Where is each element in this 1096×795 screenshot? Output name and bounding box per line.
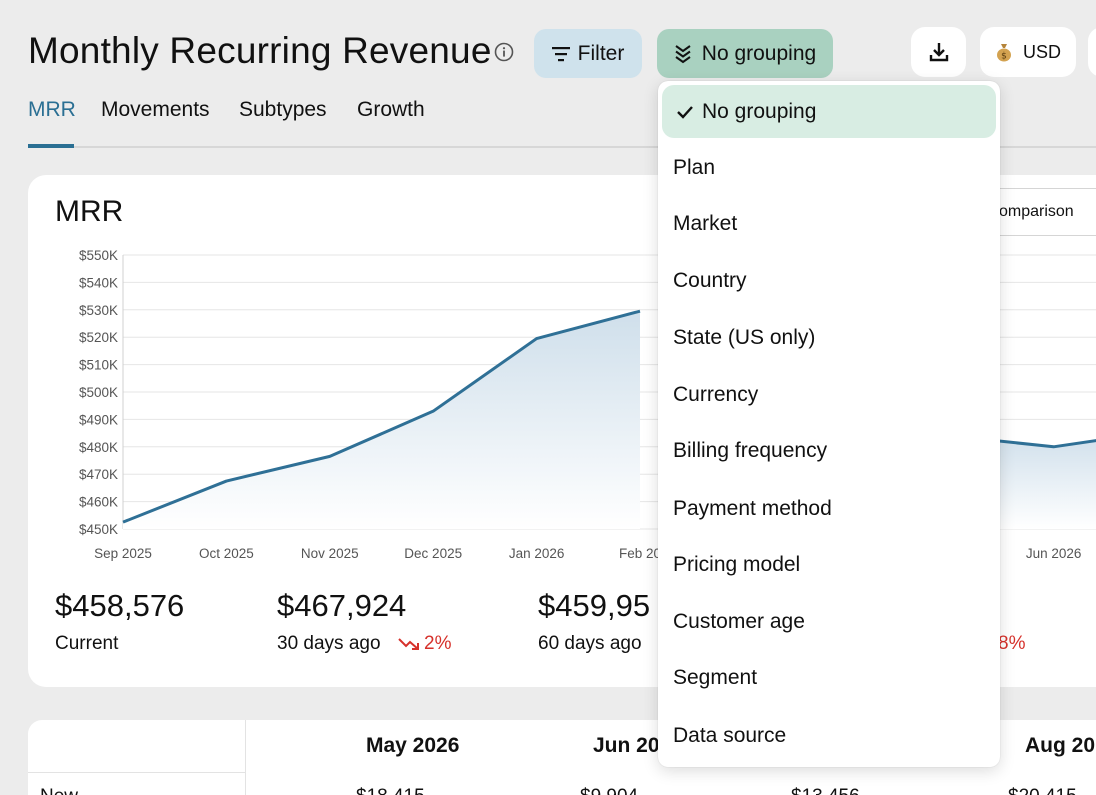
info-icon[interactable]	[494, 42, 514, 62]
grouping-chevrons-icon	[675, 44, 691, 63]
stat-60d-value: $459,95	[538, 588, 651, 623]
dropdown-item-selected[interactable]: No grouping	[662, 85, 996, 138]
table-divider	[28, 772, 246, 773]
dropdown-item-state[interactable]: State (US only)	[673, 326, 816, 349]
dropdown-item-label: No grouping	[702, 99, 817, 123]
dropdown-item-market[interactable]: Market	[673, 212, 738, 235]
y-tick-label: $490K	[79, 412, 118, 427]
dropdown-item-billing-frequency[interactable]: Billing frequency	[673, 439, 828, 462]
active-tab-indicator	[28, 144, 74, 148]
x-tick-label: Sep 2025	[94, 546, 152, 561]
svg-text:$: $	[1001, 52, 1007, 62]
tab-growth[interactable]: Growth	[357, 98, 425, 121]
more-button[interactable]	[1088, 27, 1096, 77]
grouping-label: No grouping	[701, 41, 817, 65]
dropdown-item-segment[interactable]: Segment	[673, 666, 758, 689]
stat-current-value: $458,576	[55, 588, 185, 623]
filter-lines-icon	[551, 46, 570, 61]
stat-60d-label: 60 days ago	[538, 633, 642, 654]
stat-30d-change: 2%	[398, 633, 451, 655]
comparison-label: omparison	[999, 203, 1074, 220]
x-tick-label: Oct 2025	[199, 546, 254, 561]
table-col-jun-2026: Jun 20	[593, 734, 660, 757]
page-title: Monthly Recurring Revenue	[28, 30, 492, 71]
table-row-header-column	[28, 720, 246, 795]
grouping-dropdown-menu: No grouping Plan Market Country State (U…	[658, 81, 1000, 767]
dropdown-item-pricing-model[interactable]: Pricing model	[673, 553, 801, 576]
y-tick-label: $510K	[79, 358, 118, 373]
stat-current-label: Current	[55, 633, 119, 654]
money-bag-icon: $	[996, 44, 1011, 62]
table-row-label: New	[40, 786, 78, 795]
download-icon	[929, 43, 948, 62]
stat-30d-label: 30 days ago	[277, 633, 381, 654]
mrr-series-line	[122, 309, 641, 524]
tab-mrr[interactable]: MRR	[28, 98, 76, 121]
filter-button[interactable]: Filter	[534, 29, 642, 78]
grouping-button[interactable]: No grouping	[657, 29, 833, 78]
checkmark-icon	[677, 105, 693, 119]
y-tick-label: $460K	[79, 495, 118, 510]
area-fill	[123, 311, 640, 529]
x-tick-label: Feb 20	[619, 546, 661, 561]
stat-other-change: 8%	[998, 633, 1025, 655]
x-tick-label: Jan 2026	[509, 546, 565, 561]
stat-30d-change-text: 2%	[424, 633, 452, 654]
tab-bar: MRR Movements Subtypes Growth	[28, 92, 1096, 148]
tab-subtypes[interactable]: Subtypes	[239, 98, 327, 121]
y-tick-label: $450K	[79, 522, 118, 537]
dropdown-item-customer-age[interactable]: Customer age	[673, 610, 805, 633]
y-tick-label: $520K	[79, 330, 118, 345]
y-tick-label: $500K	[79, 385, 118, 400]
table-col-aug-2026: Aug 20	[1025, 734, 1096, 757]
y-tick-label: $550K	[79, 248, 118, 263]
x-tick-label: Dec 2025	[404, 546, 462, 561]
x-tick-label: Jun 2026	[1026, 546, 1082, 561]
table-cell: $18,415	[356, 786, 425, 795]
download-button[interactable]	[911, 27, 966, 77]
card-title: MRR	[55, 195, 124, 228]
trend-down-icon	[398, 638, 419, 650]
dropdown-item-data-source[interactable]: Data source	[673, 724, 787, 747]
tab-movements[interactable]: Movements	[101, 98, 210, 121]
stat-other-change-text: 8%	[998, 633, 1026, 654]
dropdown-item-currency[interactable]: Currency	[673, 383, 759, 406]
comparison-select[interactable]: omparison	[986, 188, 1096, 236]
y-tick-label: $530K	[79, 303, 118, 318]
currency-button[interactable]: $ USD	[980, 27, 1076, 77]
table-cell: $13,456	[791, 786, 860, 795]
dropdown-item-plan[interactable]: Plan	[673, 156, 716, 179]
table-cell: $20,415	[1008, 786, 1077, 795]
stat-30d-value: $467,924	[277, 588, 407, 623]
currency-label: USD	[1022, 41, 1061, 62]
filter-label: Filter	[577, 41, 625, 65]
dropdown-item-country[interactable]: Country	[673, 269, 747, 292]
table-cell: $9,904	[580, 786, 638, 795]
y-tick-label: $470K	[79, 467, 118, 482]
y-tick-label: $540K	[79, 275, 118, 290]
x-tick-label: Nov 2025	[301, 546, 359, 561]
table-col-may-2026: May 2026	[366, 734, 460, 757]
dropdown-item-payment-method[interactable]: Payment method	[673, 497, 832, 520]
y-tick-label: $480K	[79, 440, 118, 455]
